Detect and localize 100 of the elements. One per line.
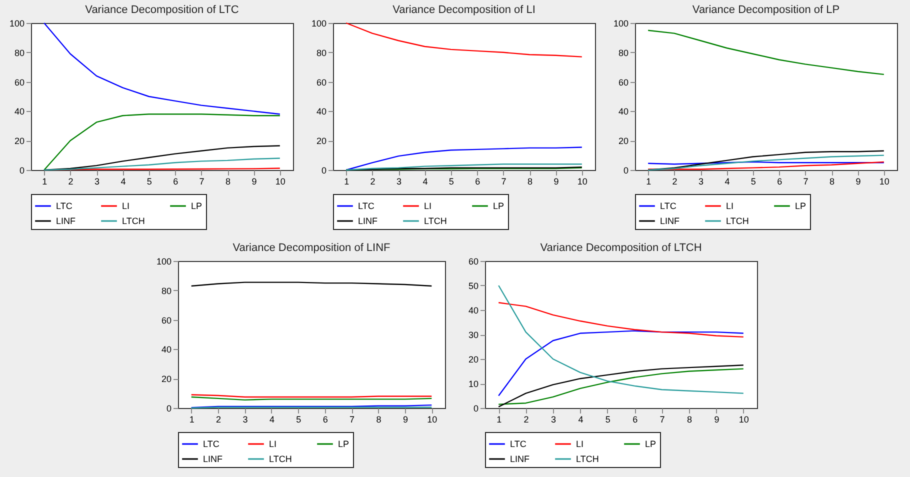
x-tick-label: 4 [724,176,730,186]
y-tick-label: 0 [19,166,24,176]
y-tick-label: 20 [316,136,326,146]
x-tick-label: 4 [578,414,584,424]
y-tick-label: 20 [618,136,628,146]
legend-label: LTC [660,201,677,211]
chart-title: Variance Decomposition of LINF [232,242,391,254]
line-series [498,284,744,394]
x-tick-label: 9 [252,176,257,186]
x-tick-label: 5 [605,414,610,424]
x-tick-label: 6 [173,176,178,186]
y-tick-label: 100 [311,18,326,28]
x-tick-label: 3 [550,414,556,424]
y-tick-label: 60 [14,77,24,88]
x-tick-label: 10 [427,414,438,424]
y-tick-label: 20 [14,136,24,146]
y-tick-label: 80 [14,48,24,58]
y-tick-label: 60 [316,77,326,88]
chart-title: Variance Decomposition of LP [692,4,840,16]
x-tick-label: 2 [216,414,222,424]
x-tick-label: 6 [475,176,480,186]
x-tick-label: 10 [738,414,749,424]
x-tick-label: 8 [686,414,692,424]
y-tick-label: 80 [618,48,628,58]
y-tick-label: 10 [468,379,478,389]
x-tick-label: 6 [632,414,638,424]
legend-label: LI [269,439,277,449]
x-tick-label: 4 [422,176,428,186]
x-tick-label: 5 [448,176,454,186]
x-tick-label: 7 [350,414,355,424]
x-tick-label: 3 [94,176,100,186]
line-series [498,302,744,338]
x-tick-label: 8 [829,176,835,186]
y-tick-label: 20 [468,354,478,364]
y-tick-label: 0 [321,166,326,176]
y-tick-label: 60 [468,256,478,266]
legend-label: LP [338,439,350,449]
line-series [346,22,582,58]
y-tick-label: 80 [316,48,326,58]
x-tick-label: 2 [370,176,376,186]
chart-title: Variance Decomposition of LTCH [540,242,702,254]
x-tick-label: 7 [501,176,506,186]
line-series [44,158,280,171]
line-series [346,146,582,171]
x-tick-label: 4 [120,176,126,186]
legend-label: LINF [660,216,680,226]
line-series [44,145,280,171]
legend-label: LINF [510,454,530,464]
line-series [648,150,884,171]
x-tick-label: 8 [376,414,382,424]
x-tick-label: 6 [777,176,782,186]
y-tick-label: 0 [473,404,478,414]
x-tick-label: 10 [275,176,286,186]
legend-label: LTCH [576,454,599,464]
x-tick-label: 9 [402,414,408,424]
y-tick-label: 100 [9,18,24,28]
y-tick-label: 30 [468,330,478,340]
legend-label: LTC [56,201,73,211]
legend-label: LP [493,201,504,211]
x-tick-label: 5 [296,414,302,424]
y-tick-label: 40 [161,344,172,355]
y-tick-label: 50 [468,281,478,291]
x-tick-label: 9 [856,176,861,186]
legend-label: LINF [358,216,378,226]
legend-label: LINF [203,454,224,464]
legend-label: LTC [510,439,527,449]
x-tick-label: 5 [750,176,756,186]
y-tick-label: 40 [618,106,628,117]
legend-label: LINF [56,216,76,226]
line-series [648,30,884,76]
y-tick-label: 60 [618,77,628,88]
x-tick-label: 1 [496,414,502,424]
legend-label: LTC [358,201,375,211]
x-tick-label: 5 [146,176,152,186]
y-tick-label: 40 [468,306,478,316]
x-tick-label: 3 [396,176,402,186]
x-tick-label: 7 [660,414,665,424]
legend-label: LI [726,201,734,211]
y-tick-label: 60 [161,315,172,326]
x-tick-label: 9 [714,414,720,424]
x-tick-label: 1 [189,414,194,424]
x-tick-label: 7 [199,176,204,186]
legend-label: LP [191,201,202,211]
y-tick-label: 20 [161,374,172,384]
legend-label: LTCH [269,454,292,464]
chart-title: Variance Decomposition of LTC [85,4,239,16]
y-tick-label: 40 [14,106,24,117]
y-tick-label: 80 [161,286,172,296]
y-tick-label: 100 [613,18,628,28]
x-tick-label: 1 [42,176,48,186]
x-tick-label: 9 [554,176,559,186]
legend-label: LTCH [726,216,749,226]
x-tick-label: 2 [524,414,529,424]
line-series [44,114,280,171]
legend-label: LI [424,201,432,211]
legend-label: LI [576,439,584,449]
y-tick-label: 0 [166,404,172,414]
chart-title: Variance Decomposition of LI [392,4,536,16]
line-series [44,22,280,115]
x-tick-label: 3 [242,414,248,424]
